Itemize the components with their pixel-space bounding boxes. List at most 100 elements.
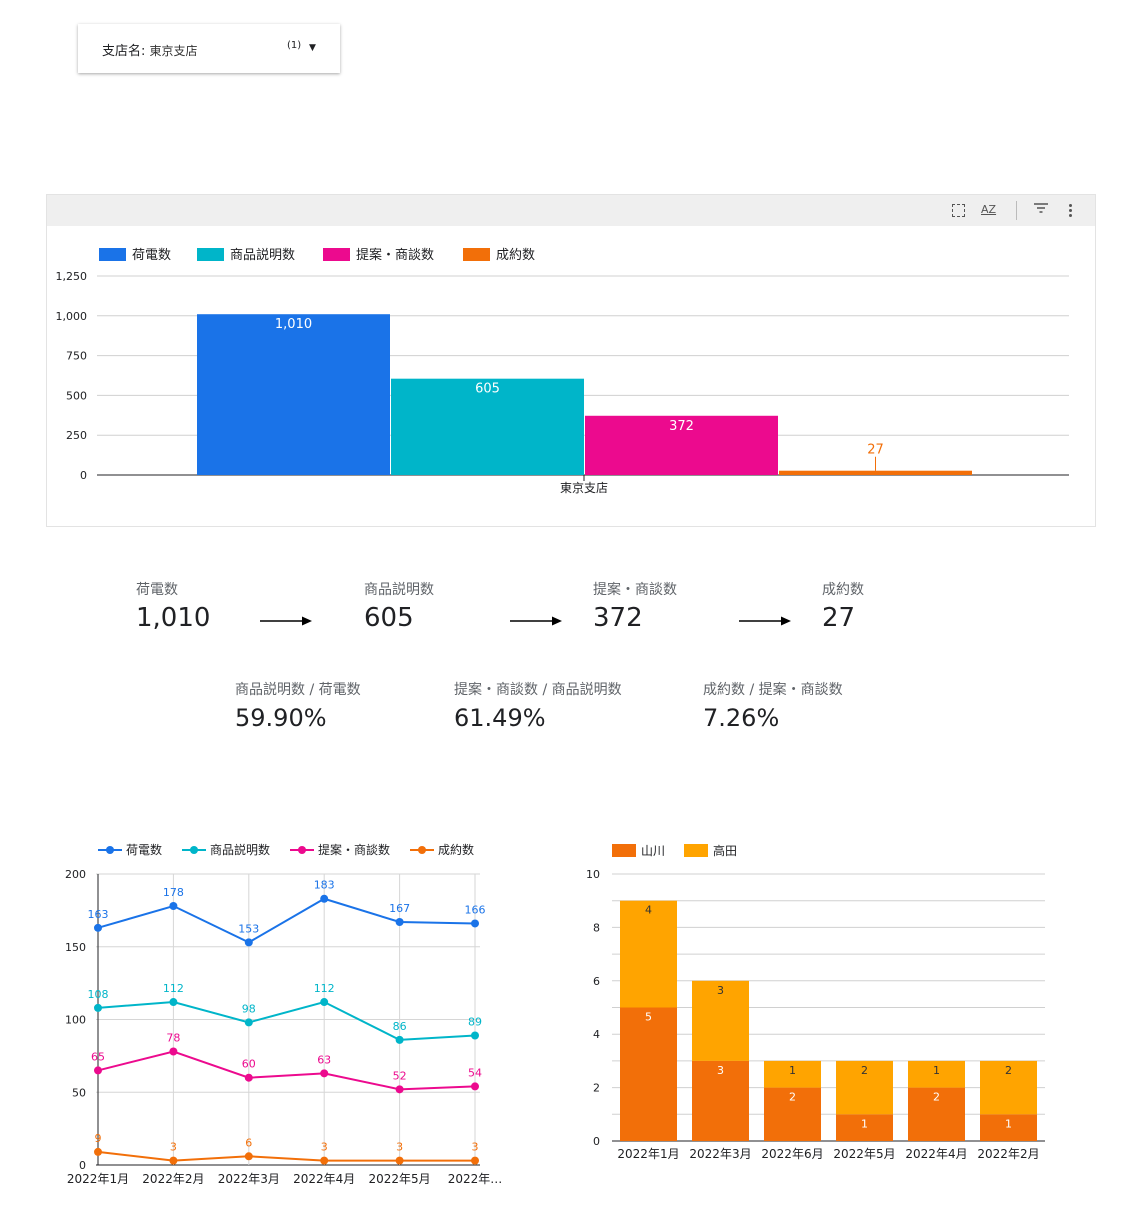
segment-data-label: 5 <box>645 1011 652 1024</box>
bar <box>779 470 972 475</box>
kpi-calls: 荷電数 1,010 <box>136 581 210 635</box>
legend-label: 高田 <box>713 843 737 858</box>
series-line <box>97 1050 476 1091</box>
x-tick-label: 2022年1月 <box>67 1172 129 1186</box>
ratio-explain-per-call-label: 商品説明数 / 荷電数 <box>235 682 361 698</box>
data-point <box>94 1066 102 1075</box>
data-label: 6 <box>245 1136 252 1149</box>
monthly-line-chart: 荷電数 商品説明数 提案・商談数 成約数 0 50 100 150 200 2022年1月 2022… <box>65 842 503 1186</box>
data-label: 9 <box>95 1132 102 1145</box>
data-label: 54 <box>468 1066 482 1079</box>
x-tick-label: 2022年3月 <box>218 1172 280 1186</box>
segment-data-label: 1 <box>789 1064 796 1077</box>
ratio-contract-per-proposal-value: 7.26% <box>703 704 780 732</box>
stacked-bar-segment <box>908 1060 965 1088</box>
data-point <box>471 1031 479 1040</box>
data-label: 78 <box>166 1032 180 1045</box>
y-tick-label: 10 <box>586 868 600 881</box>
x-tick-label: 2022年6月 <box>761 1147 823 1161</box>
stacked-bar-segment <box>764 1060 821 1088</box>
data-point <box>94 1147 102 1156</box>
segment-data-label: 1 <box>1005 1117 1012 1130</box>
data-label: 3 <box>472 1141 479 1154</box>
data-point <box>471 1082 479 1091</box>
data-label: 63 <box>317 1053 331 1066</box>
branch-filter-dropdown[interactable]: 支店名: 東京支店 (1) ▼ <box>78 24 340 73</box>
segment-data-label: 2 <box>1005 1064 1012 1077</box>
data-label: 3 <box>396 1141 403 1154</box>
data-point <box>244 1018 253 1027</box>
select-area-icon[interactable] <box>952 204 965 217</box>
legend-label: 提案・商談数 <box>356 247 434 263</box>
y-tick-label: 0 <box>593 1135 600 1148</box>
y-tick-label: 100 <box>65 1014 86 1027</box>
series-line <box>97 1000 476 1041</box>
chevron-down-icon[interactable]: ▼ <box>309 43 316 53</box>
data-label: 167 <box>389 902 410 915</box>
legend-label: 商品説明数 <box>210 842 270 857</box>
filter-label: 支店名: 東京支店 <box>102 44 198 59</box>
bar-data-label: 372 <box>669 419 694 434</box>
y-tick-label: 4 <box>593 1028 600 1041</box>
y-tick-label: 0 <box>80 469 87 482</box>
data-point <box>320 1156 329 1165</box>
y-tick-label: 8 <box>593 921 600 934</box>
x-tick-label: 2022年3月 <box>689 1147 751 1161</box>
legend-label: 商品説明数 <box>230 247 295 263</box>
y-tick-label: 0 <box>79 1159 86 1172</box>
stacked-bar-segment <box>620 1007 677 1141</box>
ratio-proposal-per-explain-value: 61.49% <box>454 704 546 732</box>
ratio-contract-per-proposal-label: 成約数 / 提案・商談数 <box>703 682 843 698</box>
y-tick-label: 50 <box>72 1086 86 1099</box>
legend-marker <box>298 846 306 854</box>
arrow-right-icon <box>260 616 312 626</box>
legend-label: 荷電数 <box>132 248 171 263</box>
x-tick-label: 2022年4月 <box>293 1172 355 1186</box>
ratio-contract-per-proposal: 成約数 / 提案・商談数 7.26% <box>703 681 843 735</box>
branch-bar-chart-panel: AZ 荷電数 商品説明数 提案・商談数 成約数 0 250 500 750 1,000 1,250… <box>46 194 1096 527</box>
data-label: 3 <box>170 1141 177 1154</box>
kpi-contracts-label: 成約数 <box>822 582 864 598</box>
bar <box>197 314 390 475</box>
legend-label: 荷電数 <box>126 842 162 857</box>
stacked-bar-segment <box>908 1087 965 1141</box>
data-point <box>395 918 404 927</box>
bar <box>585 415 778 475</box>
legend-label: 山川 <box>641 844 665 858</box>
stacked-bar-segment <box>692 980 749 1061</box>
segment-data-label: 4 <box>645 904 652 917</box>
data-point <box>169 1156 178 1165</box>
y-tick-label: 6 <box>593 975 600 988</box>
toolbar-divider <box>1016 201 1017 220</box>
x-tick-label: 東京支店 <box>560 481 608 495</box>
x-tick-label: 2022年2月 <box>142 1172 204 1186</box>
legend-label: 成約数 <box>438 842 474 857</box>
legend-swatch <box>197 248 224 261</box>
data-point <box>244 1073 253 1082</box>
bar <box>391 378 584 475</box>
data-point <box>94 1003 102 1012</box>
x-tick-label: 2022年5月 <box>833 1147 895 1161</box>
kpi-proposals-label: 提案・商談数 <box>593 582 677 598</box>
kpi-calls-label: 荷電数 <box>136 582 178 598</box>
data-label: 89 <box>468 1016 482 1029</box>
data-point <box>395 1085 404 1094</box>
series-line <box>97 897 476 944</box>
stacked-bar-segment <box>620 900 677 1008</box>
segment-data-label: 1 <box>933 1064 940 1077</box>
legend-swatch <box>684 844 708 857</box>
kpi-proposals-value: 372 <box>593 603 643 633</box>
legend-marker <box>418 846 426 854</box>
kpi-calls-value: 1,010 <box>136 603 211 633</box>
filter-icon[interactable] <box>1034 202 1048 218</box>
kpi-contracts-value: 27 <box>822 603 856 633</box>
segment-data-label: 3 <box>717 984 724 997</box>
x-tick-label: 2022年… <box>448 1172 503 1186</box>
ratio-explain-per-call: 商品説明数 / 荷電数 59.90% <box>235 681 361 735</box>
y-tick-label: 1,000 <box>56 310 88 323</box>
y-tick-label: 150 <box>65 941 86 954</box>
data-label: 153 <box>238 922 259 935</box>
data-point <box>395 1035 404 1044</box>
sort-icon[interactable]: AZ <box>981 203 997 216</box>
more-options-icon[interactable] <box>1069 204 1073 219</box>
